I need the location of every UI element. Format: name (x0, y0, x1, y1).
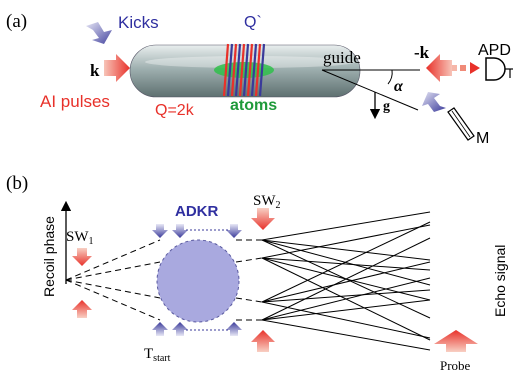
atoms-cloud (214, 62, 274, 78)
q2k-label: Q=2k (155, 102, 195, 119)
guide-label: guide (323, 48, 361, 67)
recoil-phase-label: Recoil phase (41, 216, 57, 297)
sw2-label: SW2 (253, 193, 281, 211)
apd-detector-icon (485, 57, 513, 81)
reflected-kick-arrow-icon (422, 92, 446, 112)
probe-beam-lines (321, 69, 420, 111)
ai-pulses-label: AI pulses (40, 92, 110, 111)
diffraction-paths (261, 211, 431, 351)
sw1-label: SW1 (66, 229, 94, 247)
atoms-label: atoms (230, 97, 277, 114)
panel-a-label: (a) (6, 11, 27, 32)
optical-grating (222, 43, 266, 97)
echo-signal-label: Echo signal (492, 245, 508, 317)
apd-label: APD (478, 42, 511, 59)
adkr-kick-arrows-top (152, 224, 242, 238)
minus-k-label: -k (414, 43, 430, 62)
k-arrow-icon (104, 54, 130, 82)
panel-b-label: (b) (6, 173, 28, 194)
tstart-label: Tstart (144, 346, 171, 364)
kicks-label: Kicks (118, 13, 159, 32)
qprime-label: Q` (244, 14, 262, 31)
splitting-paths (65, 239, 263, 321)
sw1-down-arrow-icon (72, 248, 92, 266)
sw2-down-arrow-icon (251, 208, 275, 230)
sw2-up-arrow-icon (251, 330, 275, 352)
mirror-label: M (476, 130, 489, 147)
k-label: k (90, 61, 100, 80)
adkr-label: ADKR (175, 203, 218, 220)
detection-arrow-icon (452, 62, 480, 74)
probe-label: Probe (440, 358, 471, 373)
alpha-label: α (394, 78, 404, 95)
probe-arrow-icon (434, 330, 478, 352)
kicks-arrow-icon (86, 22, 112, 44)
adkr-kick-arrows-bottom (152, 322, 242, 336)
adkr-region (156, 239, 240, 323)
g-label: g (383, 99, 390, 114)
sw1-up-arrow-icon (72, 300, 92, 318)
mirror-icon (447, 107, 475, 141)
minus-k-arrow-icon (426, 54, 452, 82)
